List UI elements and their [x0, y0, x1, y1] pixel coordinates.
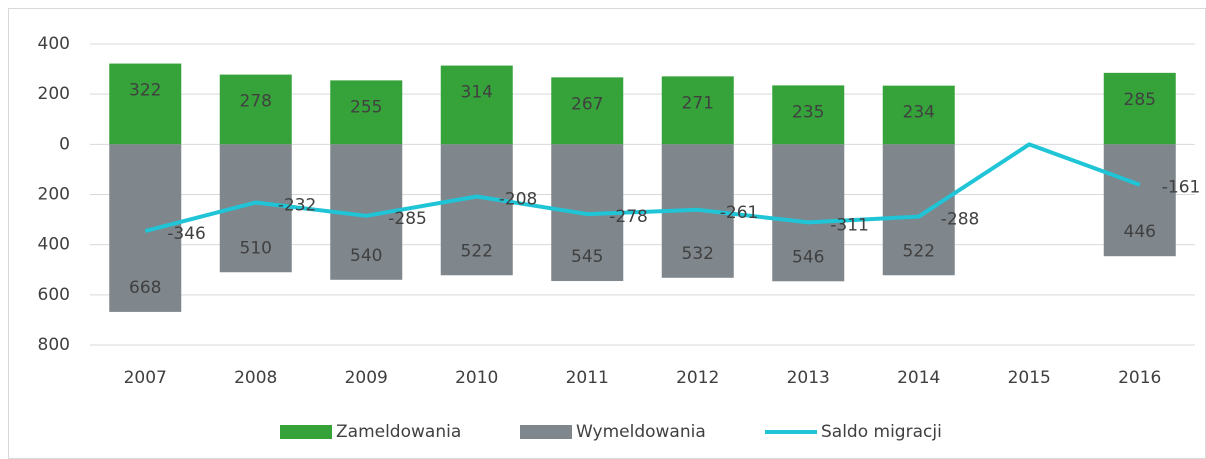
y-tick-label: 0: [59, 134, 70, 154]
x-tick-label: 2008: [234, 368, 277, 388]
bar: [109, 144, 182, 312]
bar: [1103, 72, 1176, 145]
data-label: -288: [941, 210, 980, 230]
x-tick-label: 2013: [787, 368, 830, 388]
data-label: 668: [129, 278, 161, 298]
bar: [219, 74, 292, 145]
x-tick-label: 2011: [566, 368, 609, 388]
data-label: 278: [240, 92, 272, 112]
data-label: -261: [720, 203, 759, 223]
line: [144, 142, 1141, 234]
bar: [440, 144, 513, 276]
data-label: 255: [350, 97, 382, 117]
legend-swatch: [280, 425, 332, 439]
x-tick-label: 2016: [1118, 368, 1161, 388]
data-label: 522: [903, 241, 935, 261]
bar: [1103, 144, 1176, 257]
data-label: 522: [461, 241, 493, 261]
bar: [772, 144, 845, 282]
data-label: 545: [571, 247, 603, 267]
data-label: 322: [129, 81, 161, 101]
bar: [330, 80, 403, 145]
data-label: 510: [240, 238, 272, 258]
data-label: 267: [571, 94, 603, 114]
bar: [661, 76, 734, 145]
data-label: 446: [1124, 222, 1156, 242]
data-label: 546: [792, 247, 824, 267]
data-label: -278: [609, 207, 648, 227]
data-label: 235: [792, 102, 824, 122]
data-label: 285: [1124, 90, 1156, 110]
y-tick-label: 200: [38, 84, 70, 104]
y-tick-label: 400: [38, 34, 70, 54]
data-label: 532: [682, 244, 714, 264]
data-label: 540: [350, 246, 382, 266]
data-label: -346: [167, 224, 206, 244]
x-tick-label: 2007: [124, 368, 167, 388]
data-label: -161: [1162, 178, 1201, 198]
y-tick-label: 600: [38, 285, 70, 305]
legend-swatch: [520, 425, 572, 439]
bar: [440, 65, 513, 145]
x-tick-label: 2009: [345, 368, 388, 388]
bar: [109, 63, 182, 145]
legend-label: Wymeldowania: [576, 422, 706, 442]
x-tick-label: 2012: [676, 368, 719, 388]
data-label: -285: [388, 209, 427, 229]
bar: [882, 144, 955, 276]
y-tick-label: 400: [38, 235, 70, 255]
legend-label: Zameldowania: [336, 422, 461, 442]
data-label: -232: [278, 196, 317, 216]
data-label: 271: [682, 93, 714, 113]
data-label: 234: [903, 103, 935, 123]
data-label: 314: [461, 83, 493, 103]
bar: [882, 85, 955, 145]
data-label: -208: [499, 190, 538, 210]
x-tick-label: 2010: [455, 368, 498, 388]
legend-label: Saldo migracji: [821, 422, 942, 442]
y-tick-label: 200: [38, 185, 70, 205]
data-label: -311: [830, 215, 869, 235]
y-tick-label: 800: [38, 335, 70, 355]
x-tick-label: 2015: [1008, 368, 1051, 388]
x-tick-label: 2014: [897, 368, 940, 388]
bar: [551, 77, 624, 145]
bar: [772, 85, 845, 145]
